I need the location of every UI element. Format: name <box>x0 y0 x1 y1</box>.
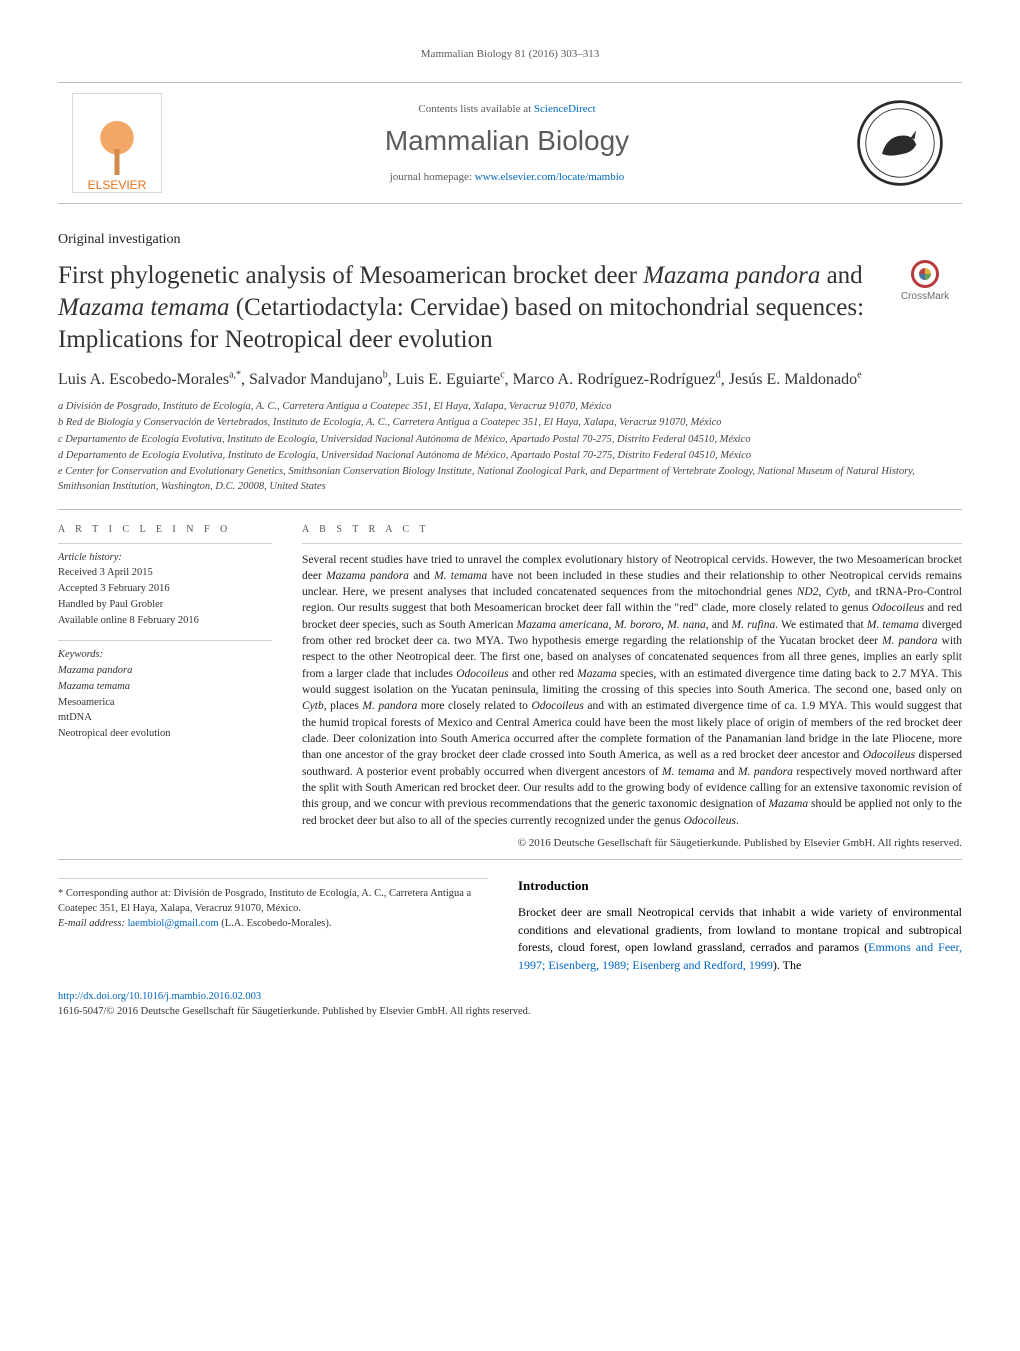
title-seg-c: and <box>820 262 862 289</box>
keywords-list: Mazama pandora Mazama temama Mesoamerica… <box>58 663 272 742</box>
history-line: Received 3 April 2015 <box>58 565 272 581</box>
corresponding-email[interactable]: laembiol@gmail.com <box>128 918 219 929</box>
elsevier-tree-icon <box>90 116 144 178</box>
title-taxon-1: Mazama pandora <box>643 262 820 289</box>
intro-tail: ). The <box>773 958 801 972</box>
affiliation: c Departamento de Ecología Evolutiva, In… <box>58 432 962 447</box>
affiliation: b Red de Biología y Conservación de Vert… <box>58 415 962 430</box>
abstract-copyright: © 2016 Deutsche Gesellschaft für Säugeti… <box>302 837 962 849</box>
authors: Luis A. Escobedo-Moralesa,*, Salvador Ma… <box>58 368 962 391</box>
introduction-heading: Introduction <box>518 878 962 894</box>
publisher-name: ELSEVIER <box>88 178 147 192</box>
crossmark-icon <box>911 260 939 288</box>
affiliation: e Center for Conservation and Evolutiona… <box>58 464 962 494</box>
introduction-text: Brocket deer are small Neotropical cervi… <box>518 904 962 974</box>
crossmark-widget[interactable]: CrossMark <box>888 260 962 302</box>
running-header: Mammalian Biology 81 (2016) 303–313 <box>58 48 962 60</box>
doi-link[interactable]: http://dx.doi.org/10.1016/j.mambio.2016.… <box>58 991 261 1002</box>
article-type: Original investigation <box>58 232 962 248</box>
footer: http://dx.doi.org/10.1016/j.mambio.2016.… <box>58 990 962 1019</box>
keywords-label: Keywords: <box>58 647 272 663</box>
keyword: Mazama temama <box>58 679 272 695</box>
page: Mammalian Biology 81 (2016) 303–313 ELSE… <box>0 0 1020 1060</box>
article-title: First phylogenetic analysis of Mesoameri… <box>58 260 870 356</box>
keyword: Mesoamerica <box>58 695 272 711</box>
crossmark-label: CrossMark <box>901 291 949 302</box>
history-line: Accepted 3 February 2016 <box>58 581 272 597</box>
sciencedirect-link[interactable]: ScienceDirect <box>534 103 596 115</box>
homepage-link[interactable]: www.elsevier.com/locate/mambio <box>475 171 625 183</box>
introduction-section: Introduction Brocket deer are small Neot… <box>518 878 962 974</box>
contents-line: Contents lists available at ScienceDirec… <box>180 103 834 115</box>
corr-text: Corresponding author at: División de Pos… <box>58 888 471 914</box>
affiliation: a División de Posgrado, Instituto de Eco… <box>58 399 962 414</box>
keyword: Mazama pandora <box>58 663 272 679</box>
divider <box>58 509 962 510</box>
journal-name: Mammalian Biology <box>180 125 834 157</box>
title-row: First phylogenetic analysis of Mesoameri… <box>58 260 962 356</box>
article-history: Article history: Received 3 April 2015 A… <box>58 543 272 629</box>
homepage-line: journal homepage: www.elsevier.com/locat… <box>180 171 834 183</box>
abstract-heading: a b s t r a c t <box>302 524 962 535</box>
issn-line: 1616-5047/© 2016 Deutsche Gesellschaft f… <box>58 1006 531 1017</box>
email-label: E-mail address: <box>58 918 128 929</box>
abstract-body: Several recent studies have tried to unr… <box>302 543 962 830</box>
history-line: Handled by Paul Grobler <box>58 597 272 613</box>
masthead: ELSEVIER Contents lists available at Sci… <box>58 82 962 204</box>
article-info-heading: a r t i c l e i n f o <box>58 524 272 535</box>
affiliation: d Departamento de Ecología Evolutiva, In… <box>58 448 962 463</box>
title-taxon-2: Mazama temama <box>58 294 230 321</box>
society-logo <box>852 93 948 193</box>
corresponding-note: * Corresponding author at: División de P… <box>58 878 488 974</box>
contents-prefix: Contents lists available at <box>418 103 533 115</box>
keywords-block: Keywords: Mazama pandora Mazama temama M… <box>58 640 272 742</box>
email-who: (L.A. Escobedo-Morales). <box>221 918 331 929</box>
star: * <box>58 888 66 899</box>
title-seg-a: First phylogenetic analysis of Mesoameri… <box>58 262 643 289</box>
lower-columns: * Corresponding author at: División de P… <box>58 878 962 974</box>
history-label: Article history: <box>58 550 272 566</box>
keyword: mtDNA <box>58 710 272 726</box>
article-info-column: a r t i c l e i n f o Article history: R… <box>58 524 272 850</box>
elsevier-logo: ELSEVIER <box>72 93 162 193</box>
info-abstract-pair: a r t i c l e i n f o Article history: R… <box>58 524 962 850</box>
keyword: Neotropical deer evolution <box>58 726 272 742</box>
abstract-column: a b s t r a c t Several recent studies h… <box>302 524 962 850</box>
homepage-prefix: journal homepage: <box>390 171 475 183</box>
affiliations: a División de Posgrado, Instituto de Eco… <box>58 399 962 494</box>
divider <box>58 859 962 860</box>
history-line: Available online 8 February 2016 <box>58 613 272 629</box>
masthead-center: Contents lists available at ScienceDirec… <box>180 103 834 183</box>
